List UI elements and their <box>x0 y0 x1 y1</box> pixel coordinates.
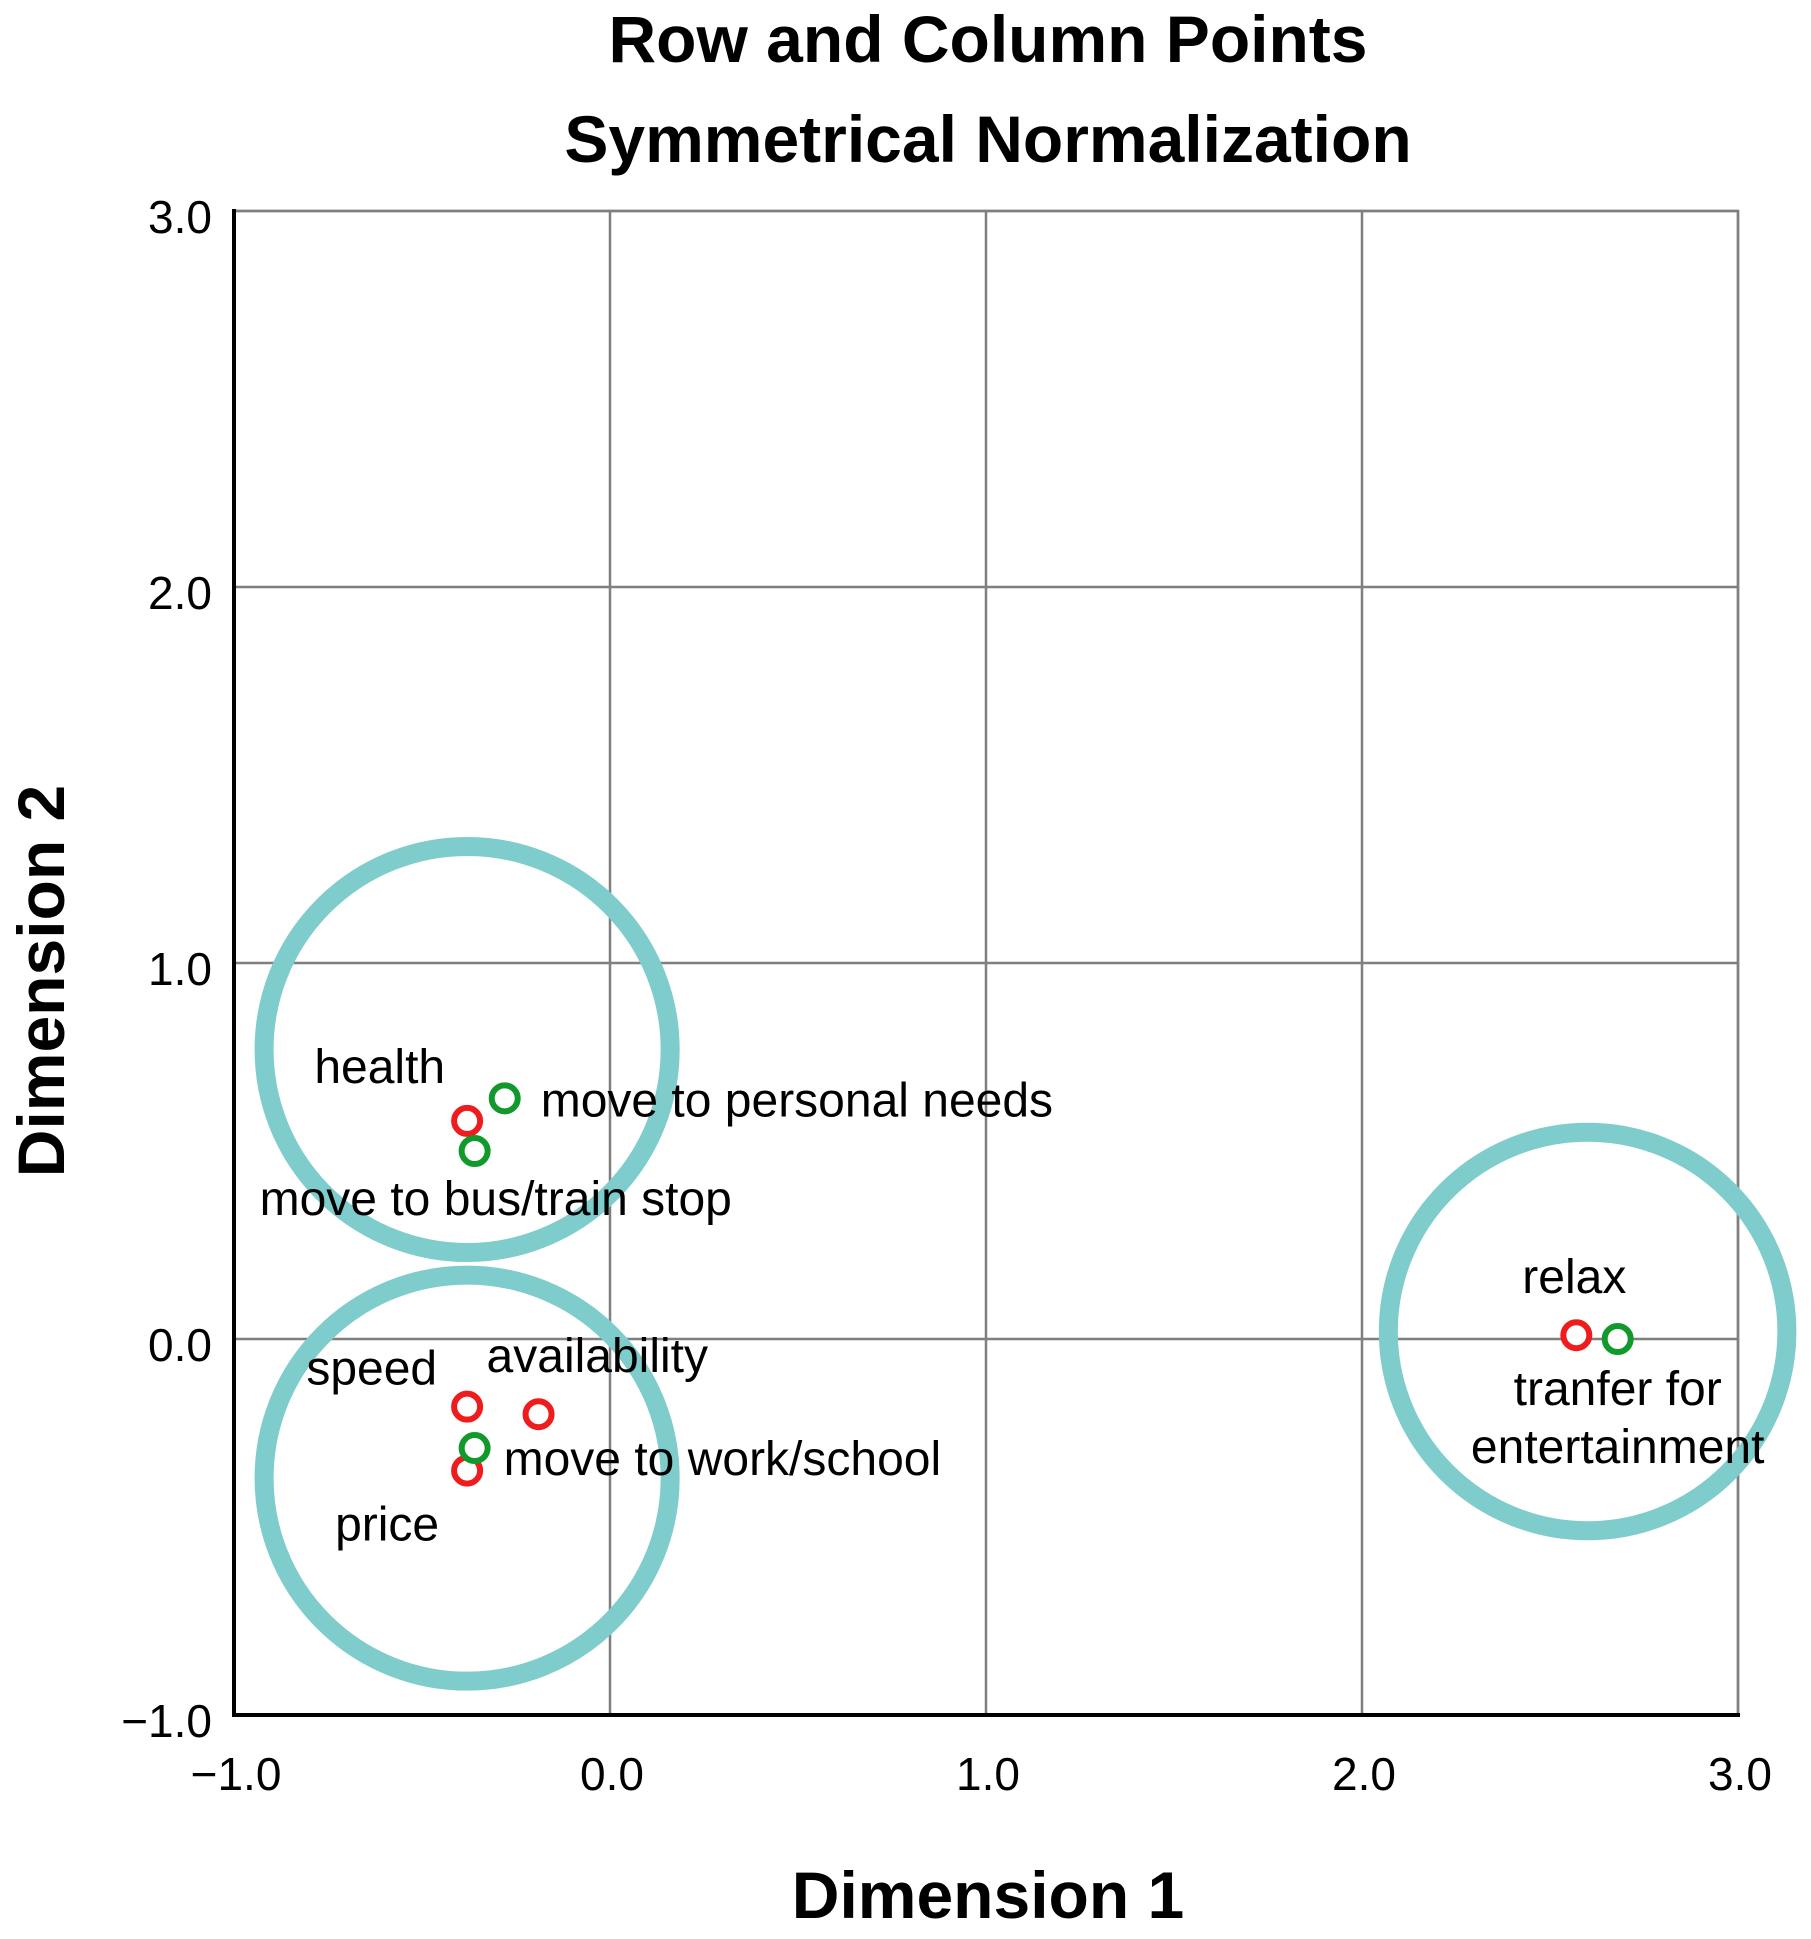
cluster-circle <box>1378 1122 1797 1541</box>
x-tick-label: 0.0 <box>580 1748 644 1800</box>
scatter-point <box>1601 1323 1634 1355</box>
y-tick-label: 0.0 <box>148 1319 212 1371</box>
x-tick-label: 3.0 <box>1708 1748 1772 1800</box>
scatter-point <box>451 1104 484 1137</box>
x-axis-ticks: −1.0 0.0 1.0 2.0 3.0 <box>191 1748 1772 1800</box>
y-tick-label: −1.0 <box>121 1695 212 1747</box>
scatter-point <box>451 1390 484 1423</box>
grid <box>232 209 1740 1717</box>
point-label: speed <box>306 1343 437 1396</box>
y-axis-ticks: −1.0 0.0 1.0 2.0 3.0 <box>121 191 212 1747</box>
point-label: relax <box>1522 1251 1626 1304</box>
point-label: health <box>314 1041 445 1094</box>
scatter-point <box>458 1135 491 1167</box>
x-tick-label: −1.0 <box>191 1748 282 1800</box>
point-label: availability <box>487 1330 708 1383</box>
scatter-point <box>458 1432 491 1465</box>
x-tick-label: 1.0 <box>956 1748 1020 1800</box>
x-axis-title: Dimension 1 <box>792 1858 1184 1932</box>
point-label: move to bus/train stop <box>260 1173 732 1226</box>
point-labels: health speed availability price relax move to… <box>260 1041 1765 1552</box>
cluster-circles <box>254 836 1797 1691</box>
chart-subtitle: Symmetrical Normalization <box>564 102 1411 176</box>
cluster-circle <box>254 836 680 1263</box>
point-label: move to personal needs <box>541 1074 1053 1127</box>
x-tick-label: 2.0 <box>1332 1748 1396 1800</box>
y-axis-title: Dimension 2 <box>4 785 78 1177</box>
chart-title: Row and Column Points <box>609 2 1368 76</box>
data-points <box>451 1082 1634 1487</box>
y-tick-label: 2.0 <box>148 567 212 619</box>
scatter-point <box>522 1398 555 1431</box>
y-tick-label: 1.0 <box>148 943 212 995</box>
point-label: entertainment <box>1471 1421 1765 1474</box>
point-label: price <box>335 1499 439 1552</box>
point-label: move to work/school <box>504 1433 942 1486</box>
cluster-circle <box>254 1265 680 1691</box>
scatter-point <box>1560 1319 1593 1352</box>
point-label: tranfer for <box>1514 1363 1722 1416</box>
y-tick-label: 3.0 <box>148 191 212 243</box>
scatter-point <box>488 1082 521 1115</box>
